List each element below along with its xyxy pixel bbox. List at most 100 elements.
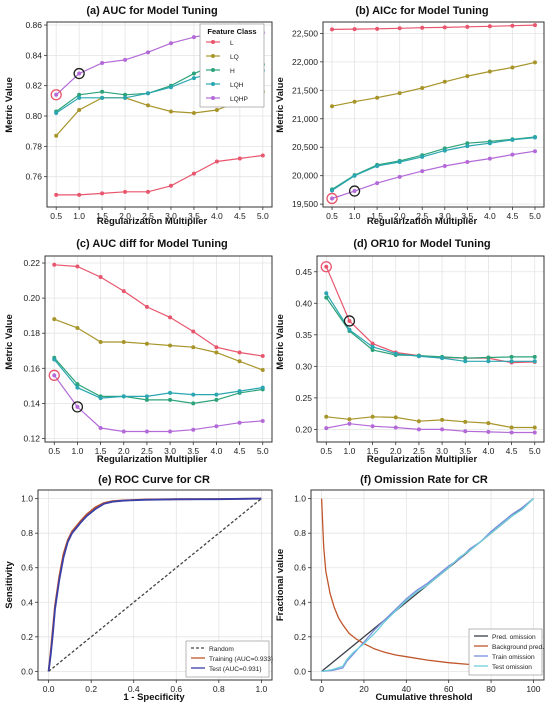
data-point xyxy=(168,343,173,348)
data-point xyxy=(77,95,82,100)
y-tick-label: 0.45 xyxy=(295,267,312,277)
highlight-ring xyxy=(348,185,361,197)
data-point xyxy=(260,368,265,373)
x-tick-label: 3.5 xyxy=(461,211,473,221)
y-tick-label: 0.8 xyxy=(294,528,306,538)
data-point xyxy=(191,35,196,40)
data-point xyxy=(121,339,126,344)
y-tick-label: 0.22 xyxy=(23,258,40,268)
data-point xyxy=(465,24,470,29)
y-tick-label: 0.0 xyxy=(294,666,306,676)
data-point xyxy=(465,160,470,165)
x-tick-label: 0.4 xyxy=(128,684,140,694)
data-point xyxy=(510,152,515,157)
panel-f-xlabel: Cumulative threshold xyxy=(375,692,472,703)
x-tick-label: 0.5 xyxy=(48,446,60,456)
x-tick-label: 1.0 xyxy=(73,211,85,221)
series-line xyxy=(331,150,536,200)
highlight-ring xyxy=(320,261,332,273)
data-point xyxy=(237,389,242,394)
x-tick-label: 2.5 xyxy=(142,211,154,221)
y-tick-label: 0.6 xyxy=(294,563,306,573)
data-point xyxy=(532,149,537,154)
data-point xyxy=(144,341,149,346)
x-tick-label: 2.0 xyxy=(390,446,402,456)
data-point xyxy=(52,357,57,362)
data-point xyxy=(260,385,265,390)
data-point xyxy=(214,159,219,164)
data-point xyxy=(121,289,126,294)
legend-marker xyxy=(211,54,215,58)
y-tick-label: 1.0 xyxy=(21,494,33,504)
data-point xyxy=(168,41,173,46)
data-point xyxy=(52,373,57,378)
y-tick-label: 0.14 xyxy=(23,398,40,408)
data-point xyxy=(440,356,445,361)
data-point xyxy=(52,262,57,267)
data-point xyxy=(237,420,242,425)
data-point xyxy=(260,418,265,423)
data-point xyxy=(75,325,80,330)
data-point xyxy=(191,76,196,81)
legend-label: Test (AUC=0.931) xyxy=(209,666,262,673)
data-point xyxy=(324,295,329,300)
data-point xyxy=(324,291,329,296)
data-point xyxy=(393,351,398,356)
data-point xyxy=(486,359,491,364)
x-tick-label: 80 xyxy=(486,684,496,694)
data-point xyxy=(487,69,492,74)
x-tick-label: 0.2 xyxy=(85,684,97,694)
series-line xyxy=(53,374,263,433)
x-tick-label: 4.0 xyxy=(210,446,222,456)
data-point xyxy=(440,417,445,422)
x-tick-label: 0.6 xyxy=(170,684,182,694)
data-point xyxy=(397,160,402,165)
data-point xyxy=(375,181,380,186)
data-point xyxy=(324,426,329,431)
data-point xyxy=(100,60,105,65)
y-tick-label: 0.4 xyxy=(21,597,33,607)
data-point xyxy=(532,430,537,435)
y-tick-label: 0.82 xyxy=(25,81,42,91)
legend-box xyxy=(468,628,543,676)
highlight-ring xyxy=(50,89,62,101)
data-point xyxy=(352,173,357,178)
data-point xyxy=(330,27,335,32)
x-tick-label: 2.0 xyxy=(119,211,131,221)
x-tick-label: 3.0 xyxy=(439,211,451,221)
data-point xyxy=(375,164,380,169)
panel-b-plot: 19,500 20,000 20,500 21,000 21,500 22,000 22,5… xyxy=(292,21,545,221)
data-point xyxy=(370,341,375,346)
y-tick-label: 0.30 xyxy=(295,361,312,371)
y-tick-label: 20,000 xyxy=(292,171,318,181)
panel-f: (f) Omission Rate for CR Cumulative thre… xyxy=(275,474,545,703)
x-tick-label: 4.5 xyxy=(234,446,246,456)
data-point xyxy=(98,339,103,344)
legend-box xyxy=(199,23,265,108)
data-point xyxy=(420,86,425,91)
data-point xyxy=(487,156,492,161)
y-tick-label: 0.16 xyxy=(23,363,40,373)
data-point xyxy=(370,414,375,419)
x-tick-label: 0.0 xyxy=(43,684,55,694)
data-point xyxy=(75,264,80,269)
data-point xyxy=(347,421,352,426)
legend-label: LQHP xyxy=(230,96,249,103)
data-point xyxy=(324,264,329,269)
y-tick-label: 0.76 xyxy=(25,172,42,182)
highlight-ring xyxy=(326,192,338,205)
panel-d-xlabel: Regularization Multiplier xyxy=(367,454,478,465)
series-line xyxy=(48,498,262,672)
plot-frame xyxy=(37,489,273,681)
x-tick-label: 3.5 xyxy=(187,446,199,456)
data-point xyxy=(532,60,537,65)
data-point xyxy=(260,153,265,158)
data-point xyxy=(510,23,515,28)
data-point xyxy=(440,427,445,432)
data-point xyxy=(416,427,421,432)
x-tick-label: 100 xyxy=(526,684,540,694)
panel-c-ylabel: Metric Value xyxy=(4,314,15,369)
plot-frame xyxy=(46,21,273,208)
data-point xyxy=(420,154,425,159)
